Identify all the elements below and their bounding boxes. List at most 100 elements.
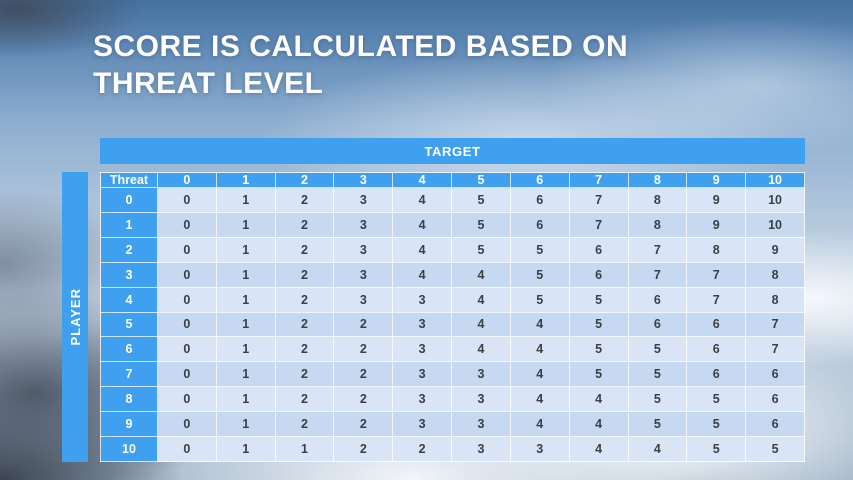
- score-cell-threat10-target1: 1: [215, 436, 276, 462]
- score-cell-threat6-target10: 7: [745, 336, 805, 363]
- score-cell-threat3-target6: 5: [509, 261, 570, 288]
- row-label-8: 8: [100, 386, 158, 413]
- score-cell-threat8-target9: 5: [686, 386, 747, 413]
- score-cell-threat3-target2: 2: [274, 261, 335, 288]
- score-cell-threat5-target5: 4: [451, 311, 511, 338]
- score-cell-threat0-target8: 8: [627, 187, 688, 213]
- score-cell-threat2-target4: 4: [392, 236, 453, 263]
- score-cell-threat8-target6: 4: [509, 386, 570, 413]
- score-cell-threat6-target8: 5: [627, 336, 688, 363]
- row-label-4: 4: [100, 286, 158, 313]
- score-cell-threat4-target8: 6: [627, 286, 688, 313]
- score-cell-threat2-target3: 3: [333, 236, 394, 263]
- column-header-6: 6: [509, 172, 570, 188]
- score-cell-threat10-target10: 5: [745, 436, 805, 462]
- score-cell-threat7-target2: 2: [274, 361, 335, 388]
- score-cell-threat8-target4: 3: [392, 386, 453, 413]
- score-cell-threat4-target1: 1: [215, 286, 276, 313]
- score-cell-threat8-target7: 4: [568, 386, 629, 413]
- score-cell-threat8-target8: 5: [627, 386, 688, 413]
- score-cell-threat4-target10: 8: [745, 286, 805, 313]
- score-cell-threat1-target3: 3: [333, 211, 394, 238]
- score-cell-threat0-target6: 6: [509, 187, 570, 213]
- score-cell-threat1-target8: 8: [627, 211, 688, 238]
- score-cell-threat4-target7: 5: [568, 286, 629, 313]
- column-header-9: 9: [686, 172, 747, 188]
- row-label-1: 1: [100, 211, 158, 238]
- score-cell-threat5-target3: 2: [333, 311, 394, 338]
- score-cell-threat4-target6: 5: [509, 286, 570, 313]
- score-cell-threat4-target9: 7: [686, 286, 747, 313]
- column-header-10: 10: [745, 172, 805, 188]
- score-cell-threat10-target0: 0: [157, 436, 217, 462]
- score-cell-threat4-target0: 0: [157, 286, 217, 313]
- score-cell-threat5-target1: 1: [215, 311, 276, 338]
- row-label-10: 10: [100, 436, 158, 462]
- score-cell-threat0-target10: 10: [745, 187, 805, 213]
- score-cell-threat1-target2: 2: [274, 211, 335, 238]
- score-cell-threat10-target6: 3: [509, 436, 570, 462]
- score-cell-threat7-target5: 3: [451, 361, 511, 388]
- score-cell-threat0-target3: 3: [333, 187, 394, 213]
- score-cell-threat3-target5: 4: [451, 261, 511, 288]
- score-cell-threat7-target9: 6: [686, 361, 747, 388]
- score-cell-threat3-target10: 8: [745, 261, 805, 288]
- score-cell-threat0-target4: 4: [392, 187, 453, 213]
- column-header-4: 4: [392, 172, 453, 188]
- row-label-5: 5: [100, 311, 158, 338]
- score-cell-threat4-target5: 4: [451, 286, 511, 313]
- score-cell-threat4-target2: 2: [274, 286, 335, 313]
- column-header-1: 1: [215, 172, 276, 188]
- column-header-8: 8: [627, 172, 688, 188]
- column-header-0: 0: [157, 172, 217, 188]
- score-cell-threat9-target8: 5: [627, 411, 688, 438]
- score-cell-threat3-target7: 6: [568, 261, 629, 288]
- score-cell-threat9-target9: 5: [686, 411, 747, 438]
- score-cell-threat3-target4: 4: [392, 261, 453, 288]
- score-cell-threat1-target5: 5: [451, 211, 511, 238]
- score-cell-threat0-target2: 2: [274, 187, 335, 213]
- score-cell-threat10-target3: 2: [333, 436, 394, 462]
- score-cell-threat5-target8: 6: [627, 311, 688, 338]
- score-cell-threat3-target8: 7: [627, 261, 688, 288]
- row-label-9: 9: [100, 411, 158, 438]
- score-cell-threat7-target3: 2: [333, 361, 394, 388]
- score-cell-threat9-target1: 1: [215, 411, 276, 438]
- score-cell-threat7-target1: 1: [215, 361, 276, 388]
- score-cell-threat6-target5: 4: [451, 336, 511, 363]
- score-cell-threat3-target1: 1: [215, 261, 276, 288]
- table-row-threat-0: 0 0 1 2 3 4 5 6 7 8 9 10: [100, 187, 805, 213]
- score-cell-threat5-target10: 7: [745, 311, 805, 338]
- score-cell-threat8-target3: 2: [333, 386, 394, 413]
- player-header-bar: PLAYER: [62, 172, 88, 462]
- score-cell-threat1-target4: 4: [392, 211, 453, 238]
- score-cell-threat2-target5: 5: [451, 236, 511, 263]
- score-cell-threat6-target0: 0: [157, 336, 217, 363]
- score-cell-threat4-target3: 3: [333, 286, 394, 313]
- target-header-bar: TARGET: [100, 138, 805, 164]
- score-cell-threat1-target0: 0: [157, 211, 217, 238]
- score-cell-threat8-target2: 2: [274, 386, 335, 413]
- score-cell-threat2-target8: 7: [627, 236, 688, 263]
- score-cell-threat6-target7: 5: [568, 336, 629, 363]
- score-cell-threat1-target10: 10: [745, 211, 805, 238]
- score-cell-threat9-target0: 0: [157, 411, 217, 438]
- score-cell-threat2-target9: 8: [686, 236, 747, 263]
- score-cell-threat2-target0: 0: [157, 236, 217, 263]
- table-header-row: Threat 0 1 2 3 4 5 6 7 8 9 10: [100, 172, 805, 188]
- score-cell-threat3-target9: 7: [686, 261, 747, 288]
- score-cell-threat0-target9: 9: [686, 187, 747, 213]
- score-cell-threat8-target1: 1: [215, 386, 276, 413]
- score-cell-threat10-target2: 1: [274, 436, 335, 462]
- score-cell-threat6-target3: 2: [333, 336, 394, 363]
- score-cell-threat3-target0: 0: [157, 261, 217, 288]
- score-cell-threat10-target9: 5: [686, 436, 747, 462]
- score-cell-threat2-target2: 2: [274, 236, 335, 263]
- score-cell-threat1-target6: 6: [509, 211, 570, 238]
- score-cell-threat5-target7: 5: [568, 311, 629, 338]
